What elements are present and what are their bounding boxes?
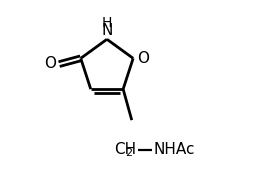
Text: H: H bbox=[102, 16, 112, 30]
Text: N: N bbox=[101, 23, 113, 38]
Text: 2: 2 bbox=[126, 148, 133, 158]
Text: O: O bbox=[45, 56, 56, 71]
Text: O: O bbox=[137, 51, 149, 66]
Text: NHAc: NHAc bbox=[153, 142, 195, 157]
Text: CH: CH bbox=[114, 142, 136, 157]
